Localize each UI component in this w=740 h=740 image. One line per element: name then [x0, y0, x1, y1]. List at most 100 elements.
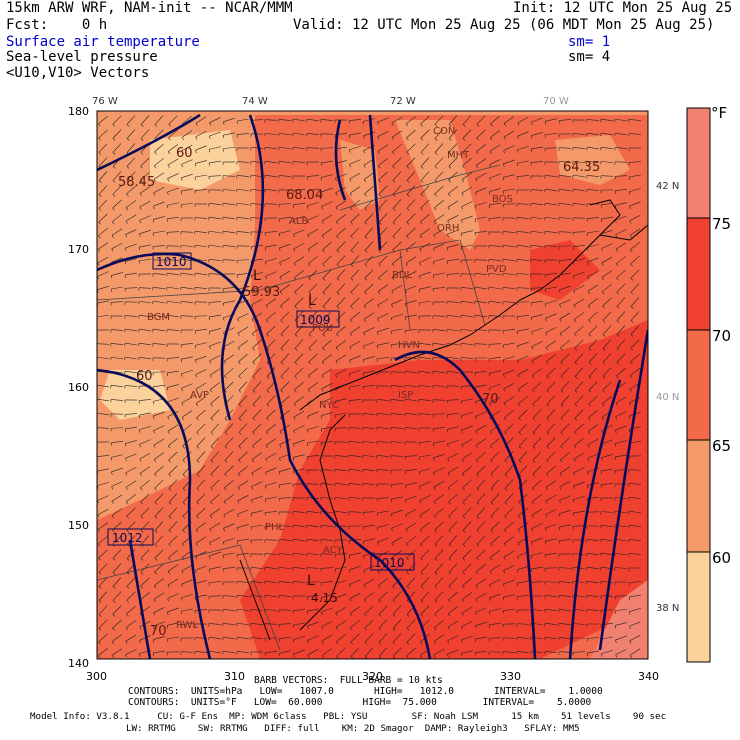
- wind-barb: [601, 118, 613, 122]
- wind-barb: [265, 609, 277, 611]
- wind-barb-flag: [448, 586, 452, 589]
- wind-barb: [377, 284, 389, 292]
- wind-barb-flag: [460, 400, 462, 405]
- wind-barb: [322, 297, 332, 307]
- wind-barb: [560, 381, 570, 391]
- wind-barb: [588, 367, 598, 377]
- wind-barb-flag: [153, 444, 156, 448]
- wind-barb-flag: [112, 123, 115, 127]
- wind-barb-flag: [630, 249, 633, 253]
- wind-barb: [377, 313, 389, 319]
- wind-barb: [461, 398, 473, 402]
- wind-barb: [336, 241, 346, 251]
- wind-barb: [446, 301, 460, 303]
- wind-barb: [364, 185, 374, 195]
- wind-barb-flag: [125, 654, 128, 658]
- wind-barb-flag: [111, 235, 114, 238]
- wind-barb-flag: [532, 418, 536, 421]
- wind-barb-flag: [238, 446, 242, 449]
- wind-barb-flag: [532, 474, 536, 477]
- wind-barb: [433, 385, 445, 387]
- wind-barb-flag: [125, 640, 128, 644]
- wind-barb: [546, 367, 556, 377]
- wind-barb: [404, 329, 418, 331]
- wind-barb: [124, 413, 138, 415]
- wind-barb-flag: [559, 486, 562, 490]
- wind-barb: [195, 551, 207, 557]
- wind-barb-flag: [237, 500, 240, 504]
- wind-barb: [573, 481, 585, 487]
- wind-barb-flag: [279, 444, 282, 448]
- wind-barb: [111, 228, 123, 236]
- wind-barb: [476, 549, 486, 559]
- wind-barb: [504, 521, 514, 531]
- wind-barb-flag: [364, 642, 368, 645]
- wind-barb: [532, 409, 542, 419]
- wind-barb-flag: [629, 375, 633, 379]
- wind-barb: [223, 230, 235, 234]
- wind-barb-flag: [210, 501, 213, 505]
- wind-barb: [223, 245, 235, 247]
- wind-barb: [97, 343, 110, 345]
- wind-barb: [616, 353, 626, 363]
- wind-barb: [348, 119, 362, 121]
- wind-barb: [167, 286, 179, 290]
- wind-barb-flag: [448, 166, 452, 169]
- wind-barb: [462, 563, 472, 573]
- wind-barb: [209, 258, 221, 262]
- wind-barb-flag: [434, 515, 437, 519]
- wind-barb: [461, 592, 473, 600]
- wind-barb: [236, 133, 250, 135]
- wind-barb-flag: [252, 431, 256, 435]
- wind-barb: [236, 553, 250, 555]
- wind-barb: [560, 423, 570, 433]
- wind-barb: [420, 199, 430, 209]
- wind-barb: [321, 214, 333, 222]
- wind-barb-flag: [616, 334, 620, 337]
- wind-barb-flag: [474, 219, 476, 223]
- wind-barb-flag: [280, 376, 284, 379]
- wind-barb-flag: [223, 361, 226, 365]
- wind-barb-flag: [490, 137, 493, 141]
- wind-barb: [154, 479, 164, 489]
- wind-barb-flag: [266, 376, 270, 379]
- wind-barb-flag: [195, 150, 197, 154]
- wind-barb: [488, 217, 502, 219]
- wind-barb-flag: [392, 628, 396, 631]
- wind-barb-flag: [629, 655, 632, 658]
- wind-barb-flag: [392, 208, 396, 211]
- wind-barb: [586, 539, 600, 541]
- wind-barb: [350, 633, 360, 643]
- wind-barb: [531, 202, 543, 206]
- wind-barb: [544, 581, 558, 583]
- wind-barb: [336, 647, 346, 657]
- wind-barb-flag: [167, 178, 170, 182]
- wind-barb-flag: [406, 600, 410, 603]
- wind-barb-flag: [111, 655, 114, 658]
- wind-barb: [195, 244, 207, 248]
- wind-barb: [111, 272, 123, 276]
- wind-barb: [503, 579, 515, 585]
- wind-barb-flag: [462, 165, 465, 169]
- wind-barb: [630, 325, 640, 335]
- wind-barb-flag: [98, 557, 101, 561]
- wind-barb: [181, 301, 193, 303]
- wind-barb: [545, 651, 557, 653]
- wind-barb-flag: [574, 362, 578, 365]
- wind-barb: [377, 510, 389, 514]
- wind-barb-flag: [391, 304, 393, 308]
- wind-barb-flag: [434, 600, 438, 603]
- wind-barb: [489, 608, 501, 612]
- wind-barb-flag: [363, 332, 366, 336]
- wind-barb-flag: [364, 207, 368, 211]
- wind-barb-flag: [602, 334, 606, 337]
- wind-barb-flag: [152, 219, 155, 223]
- wind-barb: [419, 271, 431, 277]
- wind-barb: [390, 371, 404, 373]
- wind-barb-flag: [574, 333, 577, 337]
- wind-barb-flag: [474, 205, 477, 209]
- wind-barb: [180, 651, 194, 653]
- wind-barb-flag: [180, 611, 182, 615]
- wind-barb: [294, 367, 304, 377]
- forecast-hour: Fcst: 0 h: [6, 17, 108, 33]
